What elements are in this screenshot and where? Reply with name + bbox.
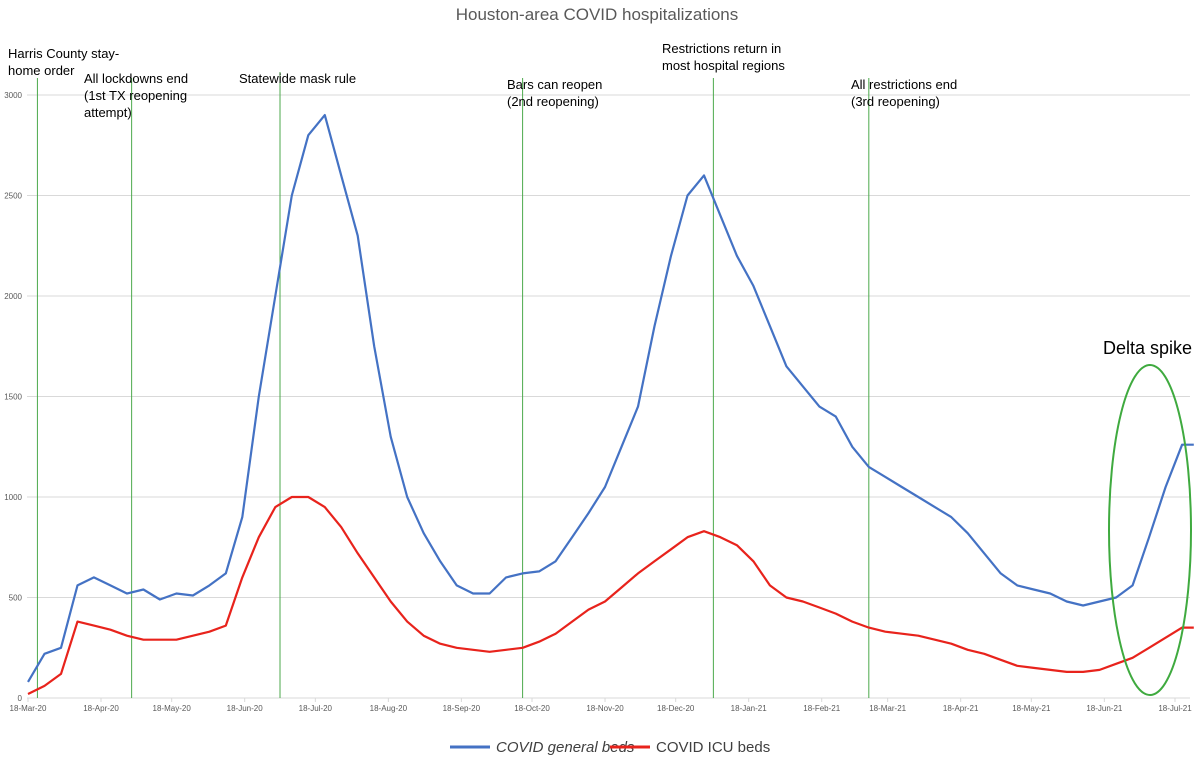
chart-title: Houston-area COVID hospitalizations <box>456 5 739 24</box>
x-tick-label: 18-Dec-20 <box>657 704 695 713</box>
delta-label: Delta spike <box>1103 338 1192 358</box>
y-tick-label: 500 <box>9 594 23 603</box>
icu-beds-line <box>27 495 1194 695</box>
x-axis-ticks: 18-Mar-20 18-Apr-20 18-May-20 18-Jun-20 18-J… <box>10 698 1192 713</box>
x-tick-label: 18-Mar-20 <box>10 704 47 713</box>
y-tick-label: 3000 <box>4 91 22 100</box>
x-tick-label: 18-May-21 <box>1012 704 1051 713</box>
annotation-text: Bars can reopen <box>507 77 602 92</box>
x-tick-label: 18-Aug-20 <box>370 704 408 713</box>
annotation-text: attempt) <box>84 105 132 120</box>
legend-label-general: COVID general beds <box>496 739 635 756</box>
x-tick-label: 18-Jan-21 <box>731 704 768 713</box>
annotation-text: (2nd reopening) <box>507 94 599 109</box>
annotation-text: (1st TX reopening <box>84 88 187 103</box>
x-tick-label: 18-Nov-20 <box>586 704 624 713</box>
x-tick-label: 18-Sep-20 <box>443 704 481 713</box>
delta-ellipse <box>1108 364 1192 696</box>
event-lines <box>36 72 870 698</box>
general-beds-line <box>27 113 1194 683</box>
gridlines <box>27 94 1190 699</box>
y-axis-ticks: 0 500 1000 1500 2000 2500 3000 <box>4 91 22 703</box>
y-tick-label: 1500 <box>4 393 22 402</box>
x-tick-label: 18-May-20 <box>153 704 192 713</box>
delta-callout: Delta spike <box>1103 338 1192 696</box>
x-tick-label: 18-Jul-20 <box>299 704 333 713</box>
annotation-text: (3rd reopening) <box>851 94 940 109</box>
x-tick-label: 18-Jun-21 <box>1086 704 1123 713</box>
series-lines <box>27 113 1194 695</box>
annotation-text: Harris County stay- <box>8 46 119 61</box>
annotation-text: All lockdowns end <box>84 71 188 86</box>
y-tick-label: 0 <box>18 694 23 703</box>
annotation-text: Restrictions return in <box>662 41 781 56</box>
event-annotations: Harris County stay-home order All lockdow… <box>8 41 957 120</box>
x-tick-label: 18-Feb-21 <box>803 704 840 713</box>
legend: COVID general beds COVID ICU beds <box>450 739 770 756</box>
x-tick-label: 18-Jun-20 <box>227 704 264 713</box>
y-tick-label: 2500 <box>4 192 22 201</box>
y-tick-label: 2000 <box>4 292 22 301</box>
annotation-text: home order <box>8 63 75 78</box>
annotation-text: Statewide mask rule <box>239 71 356 86</box>
x-tick-label: 18-Oct-20 <box>514 704 550 713</box>
annotation-text: All restrictions end <box>851 77 957 92</box>
legend-label-icu: COVID ICU beds <box>656 739 770 756</box>
x-tick-label: 18-Jul-21 <box>1158 704 1192 713</box>
y-tick-label: 1000 <box>4 493 22 502</box>
x-tick-label: 18-Mar-21 <box>869 704 906 713</box>
x-tick-label: 18-Apr-20 <box>83 704 119 713</box>
x-tick-label: 18-Apr-21 <box>943 704 979 713</box>
annotation-text: most hospital regions <box>662 58 785 73</box>
